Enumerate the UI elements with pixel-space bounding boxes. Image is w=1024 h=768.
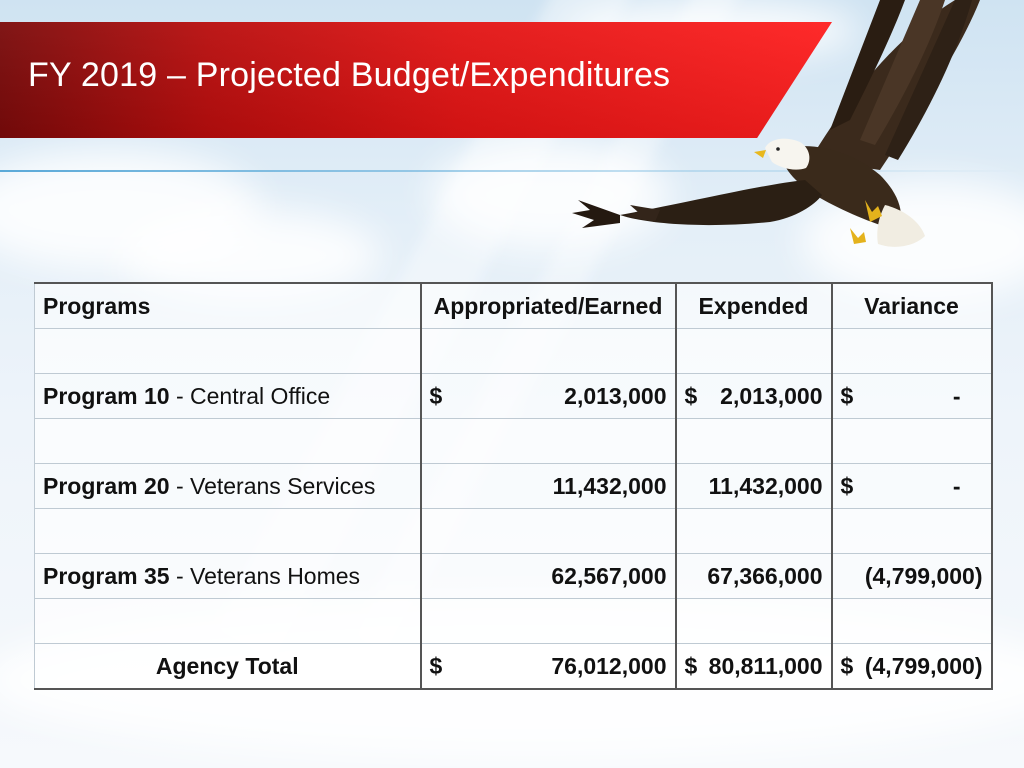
program-name: Central Office (190, 382, 331, 409)
program-cell: Program 10 - Central Office (34, 373, 421, 419)
table-header-row: Programs Appropriated/Earned Expended Va… (34, 282, 993, 329)
appropriated-cell: 11,432,000 (419, 463, 677, 509)
program-code: Program 10 (43, 382, 170, 409)
total-appropriated-value: 76,012,000 (551, 652, 667, 679)
expended-value: 2,013,000 (720, 382, 823, 409)
currency-symbol: $ (429, 382, 443, 409)
header-appropriated: Appropriated/Earned (419, 282, 677, 329)
program-name: Veterans Services (190, 472, 376, 499)
appropriated-cell: 62,567,000 (419, 553, 677, 599)
currency-symbol: $ (429, 652, 443, 679)
program-name: Veterans Homes (190, 562, 361, 589)
variance-cell: (4,799,000) (830, 553, 993, 599)
program-separator: - (169, 562, 191, 589)
expended-cell: $2,013,000 (674, 373, 833, 419)
expended-cell: 67,366,000 (674, 553, 833, 599)
appropriated-cell: $2,013,000 (419, 373, 677, 419)
program-cell: Program 20 - Veterans Services (34, 463, 421, 509)
variance-value: - (952, 382, 961, 409)
expended-value: 67,366,000 (707, 562, 823, 589)
table-row: Program 10 - Central Office $2,013,000 $… (34, 373, 993, 419)
program-cell: Program 35 - Veterans Homes (34, 553, 421, 599)
currency-symbol: $ (840, 472, 854, 499)
total-label: Agency Total (34, 643, 421, 690)
spacer-row (34, 328, 993, 374)
table-row: Program 20 - Veterans Services 11,432,00… (34, 463, 993, 509)
title-underline (0, 170, 1024, 172)
total-variance-cell: $ (4,799,000) (830, 643, 993, 690)
variance-value: - (952, 472, 961, 499)
variance-cell: $ - (830, 373, 993, 419)
header-expended: Expended (674, 282, 833, 329)
currency-symbol: $ (684, 652, 698, 679)
header-variance: Variance (830, 282, 993, 329)
cloud (430, 140, 670, 250)
total-expended-cell: $80,811,000 (674, 643, 833, 690)
total-variance-value: (4,799,000) (864, 652, 983, 679)
bald-eagle-image (572, 0, 980, 247)
spacer-row (34, 598, 993, 644)
currency-symbol: $ (684, 382, 698, 409)
title-banner (0, 22, 832, 138)
page-title: FY 2019 – Projected Budget/Expenditures (28, 56, 671, 94)
appropriated-value: 2,013,000 (564, 382, 667, 409)
appropriated-value: 62,567,000 (551, 562, 667, 589)
header-programs: Programs (34, 282, 421, 329)
program-code: Program 20 (43, 472, 170, 499)
program-separator: - (169, 382, 191, 409)
variance-cell: $ - (830, 463, 993, 509)
expended-cell: 11,432,000 (674, 463, 833, 509)
budget-table: Programs Appropriated/Earned Expended Va… (34, 282, 993, 690)
expended-value: 11,432,000 (708, 472, 823, 499)
total-expended-value: 80,811,000 (708, 652, 823, 679)
spacer-row (34, 508, 993, 554)
total-appropriated-cell: $76,012,000 (419, 643, 677, 690)
program-code: Program 35 (43, 562, 170, 589)
appropriated-value: 11,432,000 (552, 472, 667, 499)
total-row: Agency Total $76,012,000 $80,811,000 $ (4… (34, 643, 993, 690)
currency-symbol: $ (840, 382, 854, 409)
variance-value: (4,799,000) (864, 562, 983, 589)
currency-symbol: $ (840, 652, 854, 679)
table-row: Program 35 - Veterans Homes 62,567,000 6… (34, 553, 993, 599)
spacer-row (34, 418, 993, 464)
program-separator: - (169, 472, 191, 499)
